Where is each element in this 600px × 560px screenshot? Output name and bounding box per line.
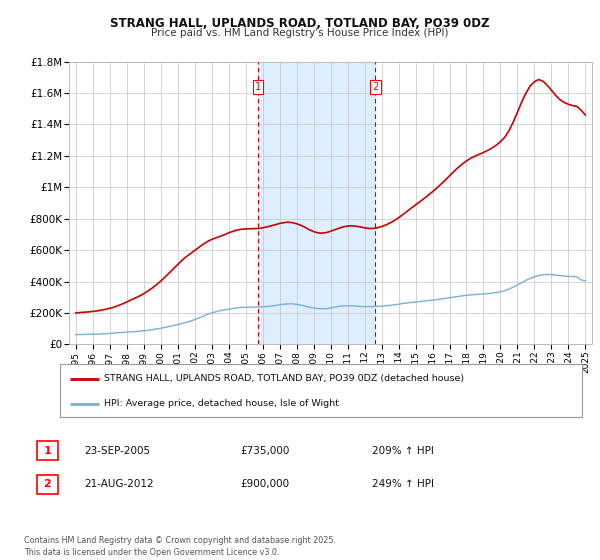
Bar [258,62,376,344]
Text: 209% ↑ HPI: 209% ↑ HPI [372,446,434,456]
Text: STRANG HALL, UPLANDS ROAD, TOTLAND BAY, PO39 0DZ: STRANG HALL, UPLANDS ROAD, TOTLAND BAY, … [110,17,490,30]
Text: £735,000: £735,000 [240,446,289,456]
Text: Contains HM Land Registry data © Crown copyright and database right 2025.
This d: Contains HM Land Registry data © Crown c… [24,536,336,557]
Text: 1: 1 [44,446,51,456]
Text: 23-SEP-2005: 23-SEP-2005 [84,446,150,456]
Text: 21-AUG-2012: 21-AUG-2012 [84,479,154,489]
Text: 2: 2 [44,479,51,489]
Text: 2: 2 [373,82,379,92]
Text: HPI: Average price, detached house, Isle of Wight: HPI: Average price, detached house, Isle… [104,399,339,408]
Text: 249% ↑ HPI: 249% ↑ HPI [372,479,434,489]
Text: Price paid vs. HM Land Registry's House Price Index (HPI): Price paid vs. HM Land Registry's House … [151,28,449,38]
Text: £900,000: £900,000 [240,479,289,489]
Text: STRANG HALL, UPLANDS ROAD, TOTLAND BAY, PO39 0DZ (detached house): STRANG HALL, UPLANDS ROAD, TOTLAND BAY, … [104,375,464,384]
Text: 1: 1 [255,82,261,92]
